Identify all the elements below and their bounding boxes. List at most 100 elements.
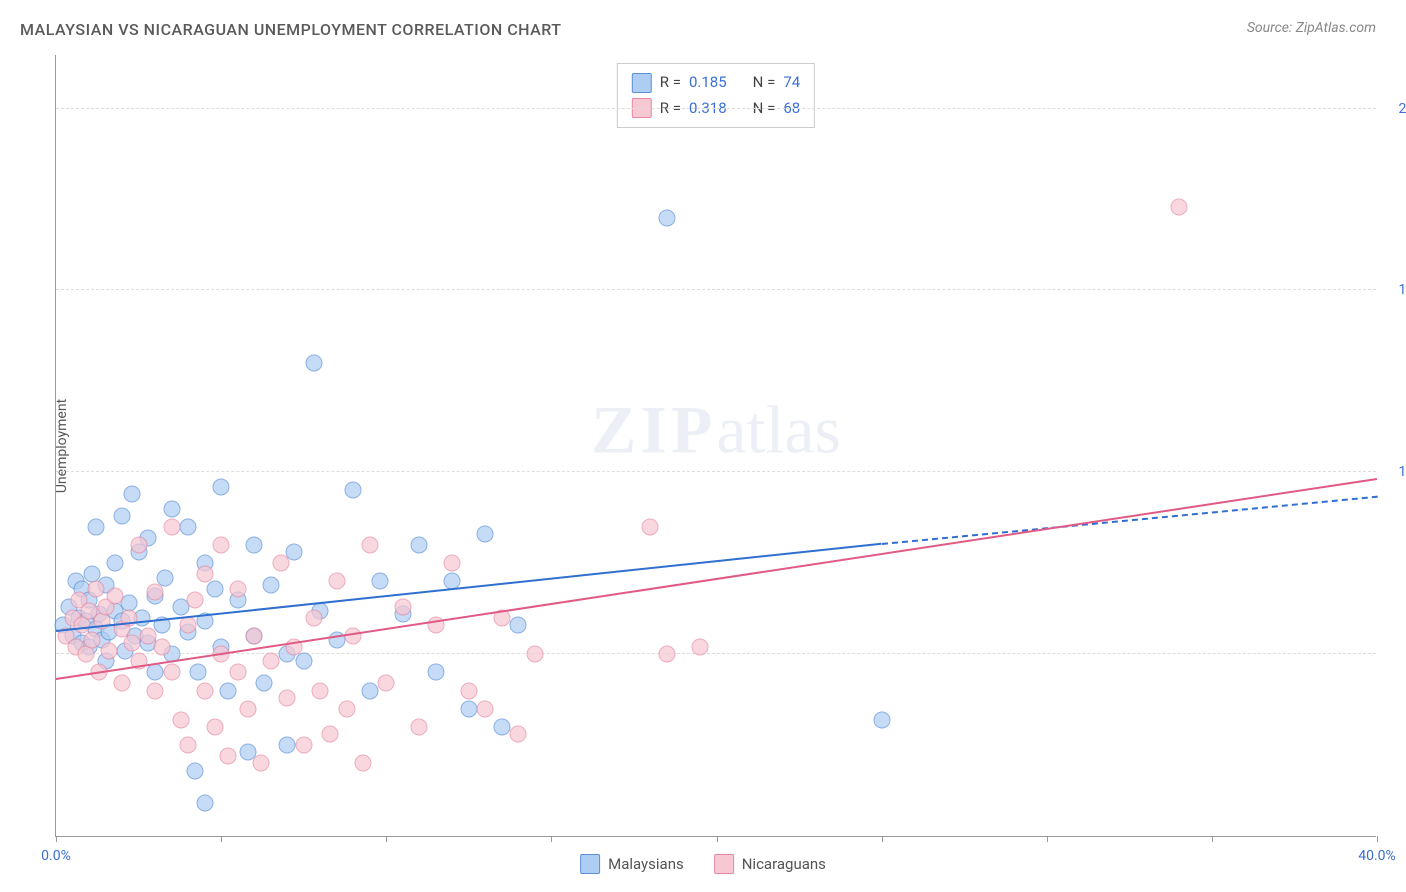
scatter-point	[355, 755, 372, 772]
watermark-light: atlas	[716, 391, 841, 467]
scatter-point	[196, 795, 213, 812]
plot-area: ZIPatlas R = 0.185 N = 74 R = 0.318 N = …	[55, 55, 1376, 837]
scatter-point	[477, 526, 494, 543]
legend-label: Malaysians	[608, 855, 684, 873]
gridline	[56, 471, 1376, 472]
scatter-point	[186, 762, 203, 779]
scatter-point	[123, 635, 140, 652]
scatter-point	[147, 664, 164, 681]
scatter-point	[123, 486, 140, 503]
scatter-point	[180, 518, 197, 535]
scatter-point	[361, 537, 378, 554]
legend-item-nicaraguans: Nicaraguans	[714, 854, 826, 874]
trend-line	[56, 478, 1377, 680]
scatter-point	[156, 569, 173, 586]
scatter-point	[328, 573, 345, 590]
source-name: ZipAtlas.com	[1296, 20, 1376, 36]
scatter-point	[338, 700, 355, 717]
scatter-point	[163, 518, 180, 535]
scatter-point	[526, 646, 543, 663]
scatter-point	[411, 718, 428, 735]
scatter-point	[256, 675, 273, 692]
scatter-point	[114, 507, 131, 524]
scatter-point	[196, 566, 213, 583]
scatter-point	[279, 737, 296, 754]
scatter-point	[206, 718, 223, 735]
x-tick-label: 40.0%	[1358, 848, 1396, 864]
x-tick	[386, 836, 387, 842]
y-tick-label: 5.0%	[1381, 646, 1406, 662]
scatter-point	[345, 482, 362, 499]
scatter-point	[460, 682, 477, 699]
scatter-point	[279, 689, 296, 706]
trend-line	[56, 543, 882, 632]
scatter-point	[371, 573, 388, 590]
scatter-point	[510, 617, 527, 634]
scatter-point	[427, 664, 444, 681]
scatter-point	[239, 700, 256, 717]
scatter-point	[295, 653, 312, 670]
scatter-point	[1170, 198, 1187, 215]
scatter-point	[107, 587, 124, 604]
y-tick-label: 15.0%	[1381, 282, 1406, 298]
scatter-point	[691, 638, 708, 655]
x-tick	[221, 836, 222, 842]
scatter-point	[262, 653, 279, 670]
scatter-point	[196, 682, 213, 699]
scatter-point	[493, 718, 510, 735]
scatter-point	[246, 537, 263, 554]
x-tick-label: 0.0%	[41, 848, 71, 864]
legend-label: Nicaraguans	[742, 855, 826, 873]
legend-r-label: R =	[660, 70, 681, 96]
scatter-point	[295, 737, 312, 754]
scatter-point	[229, 580, 246, 597]
source-prefix: Source:	[1247, 20, 1296, 36]
scatter-point	[305, 355, 322, 372]
legend-r-value-0: 0.185	[689, 70, 727, 96]
scatter-point	[100, 642, 117, 659]
y-tick-label: 10.0%	[1381, 464, 1406, 480]
trend-line-extrapolated	[882, 496, 1378, 545]
legend-stats-box: R = 0.185 N = 74 R = 0.318 N = 68	[617, 63, 815, 128]
gridline	[56, 289, 1376, 290]
scatter-point	[163, 500, 180, 517]
scatter-point	[219, 747, 236, 764]
scatter-point	[305, 609, 322, 626]
scatter-point	[658, 646, 675, 663]
legend-n-value-0: 74	[783, 70, 800, 96]
scatter-point	[460, 700, 477, 717]
scatter-point	[219, 682, 236, 699]
legend-stats-row: R = 0.185 N = 74	[632, 70, 800, 96]
scatter-point	[246, 627, 263, 644]
chart-container: MALAYSIAN VS NICARAGUAN UNEMPLOYMENT COR…	[0, 0, 1406, 892]
scatter-point	[180, 617, 197, 634]
legend-n-label: N =	[753, 70, 776, 96]
scatter-point	[213, 478, 230, 495]
scatter-point	[262, 577, 279, 594]
scatter-point	[272, 555, 289, 572]
scatter-point	[190, 664, 207, 681]
watermark: ZIPatlas	[591, 390, 841, 469]
scatter-point	[322, 726, 339, 743]
scatter-point	[394, 598, 411, 615]
scatter-point	[658, 209, 675, 226]
scatter-point	[87, 518, 104, 535]
scatter-point	[378, 675, 395, 692]
legend-swatch-malaysians	[632, 73, 652, 93]
x-tick	[882, 836, 883, 842]
scatter-point	[229, 664, 246, 681]
scatter-point	[186, 591, 203, 608]
scatter-point	[180, 737, 197, 754]
scatter-point	[206, 580, 223, 597]
x-tick	[551, 836, 552, 842]
scatter-point	[163, 664, 180, 681]
legend-swatch-malaysians	[580, 854, 600, 874]
scatter-point	[173, 711, 190, 728]
scatter-point	[114, 675, 131, 692]
chart-title: MALAYSIAN VS NICARAGUAN UNEMPLOYMENT COR…	[20, 20, 562, 39]
x-tick	[1377, 836, 1378, 842]
x-tick	[1212, 836, 1213, 842]
scatter-point	[213, 537, 230, 554]
source-attribution: Source: ZipAtlas.com	[1247, 20, 1376, 36]
gridline	[56, 108, 1376, 109]
